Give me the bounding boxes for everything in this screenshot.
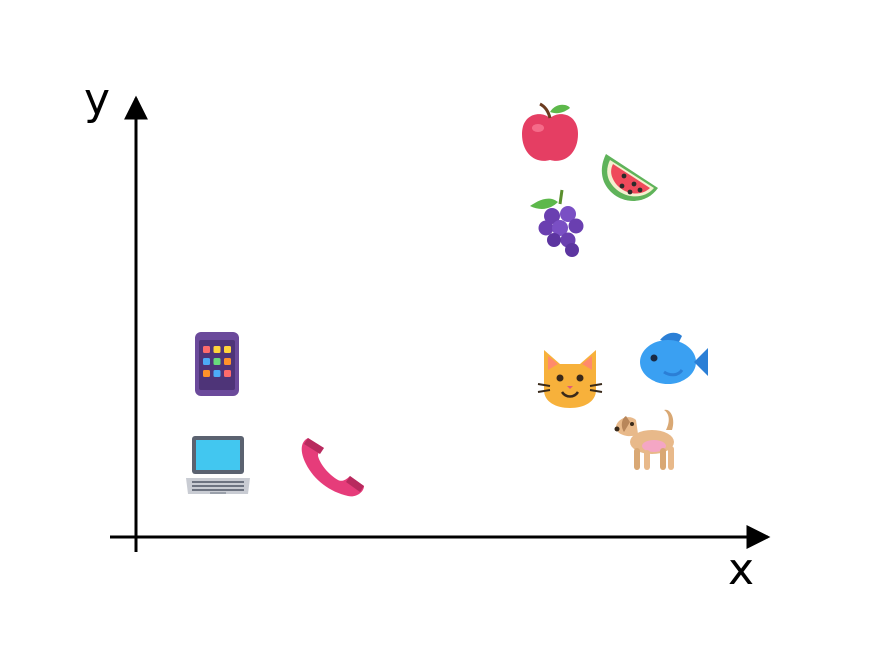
laptop-icon	[182, 432, 254, 504]
x-axis-label: x	[728, 544, 755, 595]
fish-icon	[638, 326, 710, 398]
mobile-phone-icon	[181, 330, 253, 402]
apple-icon	[514, 98, 586, 170]
grapes-icon	[524, 186, 596, 258]
watermelon-icon	[596, 142, 668, 214]
telephone-receiver-icon	[296, 430, 368, 502]
dog-icon	[612, 404, 684, 476]
y-axis-label: y	[84, 74, 111, 125]
cat-face-icon	[534, 342, 606, 414]
